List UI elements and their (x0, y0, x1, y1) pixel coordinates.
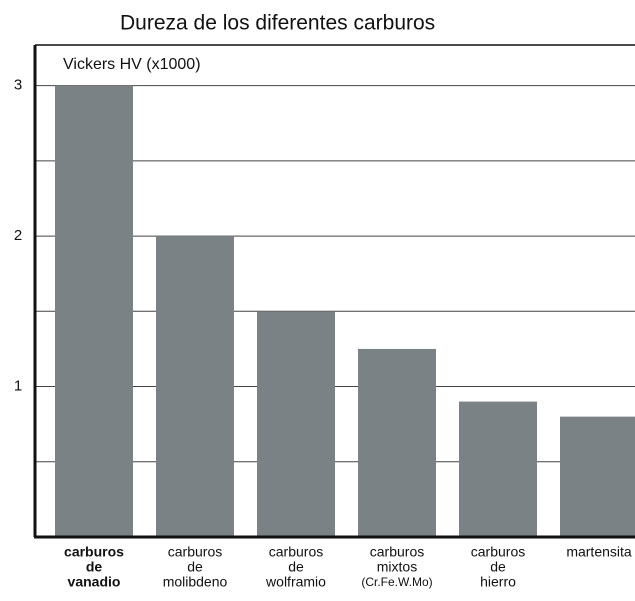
x-tick-label: carburos (269, 544, 323, 560)
x-tick-label: carburos (471, 544, 525, 560)
x-tick-label: hierro (480, 574, 516, 590)
y-tick-label: 1 (14, 378, 22, 395)
x-tick-label: (Cr.Fe.W.Mo) (361, 575, 432, 589)
y-axis-label: Vickers HV (x1000) (63, 56, 201, 73)
x-tick-label: de (288, 559, 304, 575)
bar (257, 311, 335, 537)
bar (560, 416, 635, 537)
y-tick-label: 2 (14, 227, 22, 244)
x-tick-label: de (187, 559, 203, 575)
x-tick-label: martensita (566, 544, 632, 560)
x-tick-label: wolframio (265, 574, 326, 590)
bar (55, 85, 133, 538)
bar (358, 348, 436, 537)
bar (156, 236, 234, 537)
x-tick-label: carburos (370, 544, 424, 560)
x-tick-label: de (86, 559, 103, 575)
bar (459, 401, 537, 537)
x-tick-label: molibdeno (163, 574, 228, 590)
x-tick-label: de (490, 559, 506, 575)
x-tick-label: mixtos (377, 559, 417, 575)
x-tick-label: carburos (64, 544, 124, 560)
x-tick-label: vanadio (68, 574, 121, 590)
chart-title: Dureza de los diferentes carburos (120, 12, 435, 35)
x-tick-label: carburos (168, 544, 222, 560)
y-tick-label: 3 (14, 77, 22, 94)
